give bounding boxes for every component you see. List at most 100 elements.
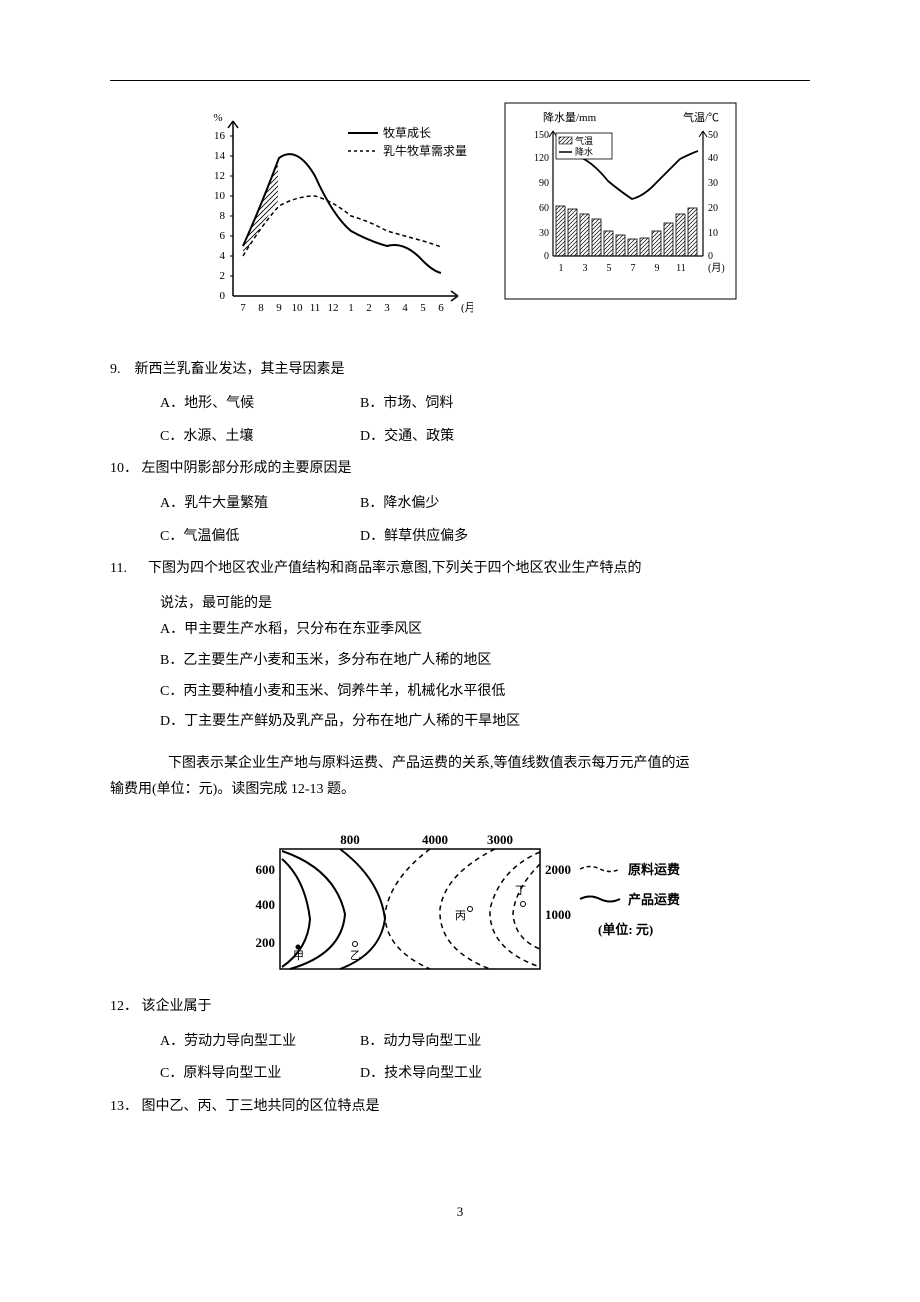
- svg-text:200: 200: [256, 935, 276, 950]
- svg-text:8: 8: [219, 210, 225, 222]
- svg-text:12: 12: [214, 170, 225, 182]
- svg-text:8: 8: [258, 302, 264, 314]
- q12-option-c: C．原料导向型工业: [160, 1061, 360, 1088]
- figure-1-x-label: (月): [461, 302, 473, 314]
- svg-text:120: 120: [534, 153, 549, 164]
- q11-option-a: A．甲主要生产水稻，只分布在东亚季风区: [160, 617, 810, 644]
- svg-text:11: 11: [309, 302, 320, 314]
- svg-text:7: 7: [630, 263, 635, 274]
- svg-text:6: 6: [219, 230, 225, 242]
- svg-text:3000: 3000: [487, 832, 513, 847]
- q12-option-d: D．技术导向型工业: [360, 1061, 560, 1088]
- svg-text:4000: 4000: [422, 832, 448, 847]
- figure-3-legend-dashed: 原料运费: [628, 862, 680, 877]
- svg-text:乙: 乙: [350, 949, 361, 962]
- question-10: 10． 左图中阴影部分形成的主要原因是: [110, 456, 810, 483]
- q9-option-d: D．交通、政策: [360, 424, 560, 451]
- figure-2-climate-chart: 降水量/mm 气温/℃ 0 30 60 90 120: [503, 101, 738, 332]
- figure-1-legend-solid: 牧草成长: [383, 126, 431, 140]
- figure-1-svg: 0 2 4 6 8 10 12 14 16 %: [183, 101, 473, 321]
- svg-text:10: 10: [708, 228, 718, 239]
- q9-options-row2: C．水源、土壤 D．交通、政策: [160, 424, 810, 451]
- q11-number: 11.: [110, 556, 127, 583]
- svg-text:2: 2: [366, 302, 372, 314]
- figure-2-left-label: 降水量/mm: [543, 110, 597, 124]
- q10-options-row2: C．气温偏低 D．鲜草供应偏多: [160, 524, 810, 551]
- q12-stem: 该企业属于: [142, 999, 212, 1014]
- svg-text:9: 9: [276, 302, 282, 314]
- q11-option-c: C．丙主要种植小麦和玉米、饲养牛羊，机械化水平很低: [160, 679, 810, 706]
- svg-text:0: 0: [544, 251, 549, 262]
- q9-options-row1: A．地形、气候 B．市场、饲料: [160, 391, 810, 418]
- q9-stem: 新西兰乳畜业发达，其主导因素是: [135, 362, 345, 377]
- svg-text:50: 50: [708, 130, 718, 141]
- q10-number: 10．: [110, 456, 138, 483]
- q11-stem-line1: 下图为四个地区农业产值结构和商品率示意图,下列关于四个地区农业生产特点的: [148, 561, 642, 576]
- figure-3-legend-unit: (单位: 元): [598, 922, 653, 937]
- q11-option-b: B．乙主要生产小麦和玉米，多分布在地广人稀的地区: [160, 648, 810, 675]
- svg-text:12: 12: [327, 302, 338, 314]
- q9-number: 9.: [110, 357, 121, 384]
- intro-12-13-line2: 输费用(单位：元)。读图完成 12-13 题。: [110, 777, 810, 804]
- svg-text:4: 4: [402, 302, 408, 314]
- svg-text:甲: 甲: [293, 950, 304, 962]
- svg-text:6: 6: [438, 302, 444, 314]
- q12-option-a: A．劳动力导向型工业: [160, 1029, 360, 1056]
- q12-number: 12．: [110, 994, 138, 1021]
- page-number: 3: [110, 1200, 810, 1225]
- question-13: 13． 图中乙、丙、丁三地共同的区位特点是: [110, 1094, 810, 1121]
- figure-3-legend-solid: 产品运费: [628, 892, 680, 907]
- q10-stem: 左图中阴影部分形成的主要原因是: [142, 461, 352, 476]
- svg-text:3: 3: [582, 263, 587, 274]
- svg-text:1: 1: [348, 302, 354, 314]
- svg-text:30: 30: [708, 178, 718, 189]
- svg-text:16: 16: [214, 130, 226, 142]
- figure-2-legend-bars: 气温: [575, 135, 593, 146]
- svg-text:丙: 丙: [455, 910, 466, 922]
- svg-text:60: 60: [539, 203, 549, 214]
- svg-text:11: 11: [676, 263, 686, 274]
- svg-text:20: 20: [708, 203, 718, 214]
- header-rule: [110, 80, 810, 81]
- question-11: 11. 下图为四个地区农业产值结构和商品率示意图,下列关于四个地区农业生产特点的: [110, 556, 810, 583]
- q10-option-a: A．乳牛大量繁殖: [160, 491, 360, 518]
- q10-option-d: D．鲜草供应偏多: [360, 524, 560, 551]
- q13-stem: 图中乙、丙、丁三地共同的区位特点是: [142, 1099, 380, 1114]
- svg-text:1000: 1000: [545, 907, 571, 922]
- intro-12-13-line1: 下图表示某企业生产地与原料运费、产品运费的关系,等值线数值表示每万元产值的运: [140, 751, 810, 778]
- q11-option-d: D．丁主要生产鲜奶及乳产品，分布在地广人稀的干旱地区: [160, 709, 810, 736]
- svg-text:600: 600: [256, 862, 276, 877]
- svg-text:90: 90: [539, 178, 549, 189]
- svg-text:10: 10: [291, 302, 303, 314]
- svg-text:150: 150: [534, 130, 549, 141]
- svg-text:丁: 丁: [515, 885, 526, 897]
- svg-text:4: 4: [219, 250, 225, 262]
- q9-option-a: A．地形、气候: [160, 391, 360, 418]
- svg-text:40: 40: [708, 153, 718, 164]
- svg-text:7: 7: [240, 302, 246, 314]
- figure-2-right-label: 气温/℃: [683, 110, 719, 124]
- q13-number: 13．: [110, 1094, 138, 1121]
- q10-options-row1: A．乳牛大量繁殖 B．降水偏少: [160, 491, 810, 518]
- svg-text:10: 10: [214, 190, 226, 202]
- svg-text:1: 1: [558, 263, 563, 274]
- svg-text:14: 14: [214, 150, 226, 162]
- q11-stem-line2: 说法，最可能的是: [160, 591, 810, 618]
- figure-3-contour: 800 4000 3000 600 400 200 2000 1000: [110, 819, 810, 979]
- q9-option-b: B．市场、饲料: [360, 391, 560, 418]
- svg-text:0: 0: [708, 251, 713, 262]
- svg-text:%: %: [213, 112, 222, 124]
- svg-text:400: 400: [256, 897, 276, 912]
- svg-text:2: 2: [219, 270, 225, 282]
- svg-text:2000: 2000: [545, 862, 571, 877]
- q12-options-row1: A．劳动力导向型工业 B．动力导向型工业: [160, 1029, 810, 1056]
- q12-options-row2: C．原料导向型工业 D．技术导向型工业: [160, 1061, 810, 1088]
- q12-option-b: B．动力导向型工业: [360, 1029, 560, 1056]
- svg-text:5: 5: [606, 263, 611, 274]
- figure-2-svg: 降水量/mm 气温/℃ 0 30 60 90 120: [503, 101, 738, 301]
- figure-1-legend-dashed: 乳牛牧草需求量: [383, 143, 467, 158]
- figure-3-svg: 800 4000 3000 600 400 200 2000 1000: [230, 819, 690, 979]
- figure-1-grass-chart: 0 2 4 6 8 10 12 14 16 %: [183, 101, 473, 332]
- question-12: 12． 该企业属于: [110, 994, 810, 1021]
- svg-text:800: 800: [340, 832, 360, 847]
